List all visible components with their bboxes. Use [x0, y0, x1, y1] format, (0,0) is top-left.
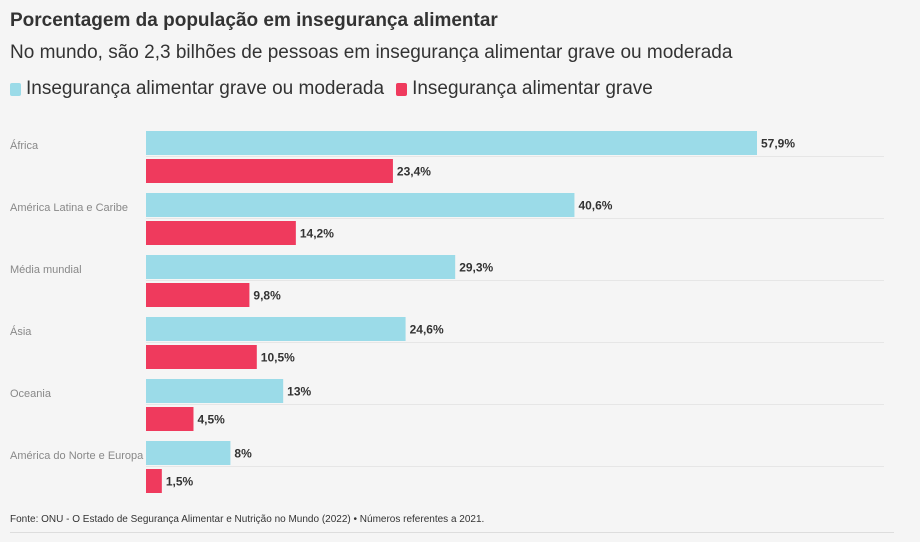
data-label: 14,2%	[300, 227, 334, 241]
legend-item-moderate: Insegurança alimentar grave ou moderada	[10, 78, 384, 100]
legend-label-moderate: Insegurança alimentar grave ou moderada	[26, 78, 385, 99]
data-label: 1,5%	[166, 475, 194, 489]
chart-subtitle: No mundo, são 2,3 bilhões de pessoas em …	[10, 42, 733, 63]
bar-moderate	[146, 379, 284, 403]
data-label: 29,3%	[459, 261, 493, 275]
legend-label-severe: Insegurança alimentar grave	[412, 78, 653, 99]
source-note: Fonte: ONU - O Estado de Segurança Alime…	[10, 514, 485, 525]
category-label: América Latina e Caribe	[10, 202, 128, 214]
data-label: 24,6%	[410, 323, 444, 337]
bar-moderate	[146, 317, 406, 341]
legend: Insegurança alimentar grave ou moderada …	[10, 78, 665, 100]
bar-moderate	[146, 255, 456, 279]
data-label: 8%	[234, 447, 252, 461]
bar-severe	[146, 159, 393, 183]
category-label: Oceania	[10, 388, 52, 400]
footer-divider	[10, 532, 894, 533]
bar-severe	[146, 407, 194, 431]
data-label: 13%	[287, 385, 311, 399]
bar-severe	[146, 469, 162, 493]
category-label: África	[10, 139, 39, 152]
data-label: 10,5%	[261, 351, 295, 365]
category-label: América do Norte e Europa	[10, 450, 144, 462]
data-label: 40,6%	[578, 199, 612, 213]
legend-swatch-moderate	[10, 82, 21, 96]
bar-moderate	[146, 131, 757, 155]
bar-severe	[146, 221, 296, 245]
bar-severe	[146, 345, 257, 369]
data-label: 57,9%	[761, 137, 795, 151]
data-label: 9,8%	[253, 289, 281, 303]
category-label: Ásia	[10, 325, 32, 338]
legend-swatch-severe	[396, 82, 408, 96]
bar-moderate	[146, 441, 231, 465]
category-label: Média mundial	[10, 264, 82, 276]
data-label: 23,4%	[397, 165, 431, 179]
data-label: 4,5%	[197, 413, 225, 427]
chart-title: Porcentagem da população em insegurança …	[10, 10, 498, 31]
bar-moderate	[146, 193, 575, 217]
bar-severe	[146, 283, 250, 307]
legend-item-severe: Insegurança alimentar grave	[396, 78, 653, 100]
